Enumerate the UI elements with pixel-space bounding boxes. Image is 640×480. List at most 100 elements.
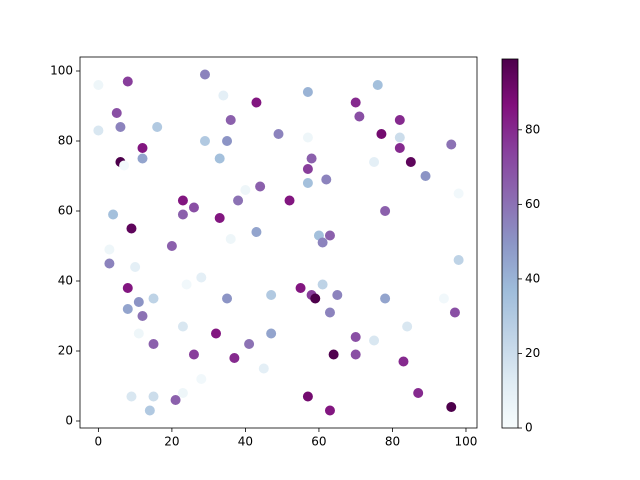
- point: [137, 143, 148, 153]
- point: [188, 202, 199, 213]
- point: [273, 129, 284, 139]
- point: [380, 206, 391, 216]
- point: [177, 195, 188, 206]
- point: [394, 115, 405, 125]
- point: [122, 76, 133, 87]
- point: [398, 356, 409, 367]
- point: [225, 234, 236, 244]
- point: [332, 290, 343, 300]
- x-tick-label: 40: [238, 435, 253, 449]
- point: [199, 136, 210, 146]
- point: [328, 349, 339, 360]
- point: [266, 290, 277, 300]
- point: [376, 129, 387, 139]
- point: [354, 111, 365, 122]
- point: [133, 297, 144, 307]
- y-tick-label: 0: [65, 414, 73, 428]
- point: [148, 391, 159, 402]
- point: [420, 171, 431, 181]
- point: [108, 209, 119, 220]
- point: [233, 195, 244, 206]
- point: [350, 349, 361, 360]
- point: [93, 80, 104, 90]
- point: [104, 258, 115, 269]
- point: [137, 311, 148, 321]
- point: [181, 279, 192, 290]
- point: [446, 139, 457, 150]
- colorbar-tick-label: 20: [525, 346, 540, 360]
- point: [130, 262, 141, 272]
- point: [218, 90, 229, 101]
- point: [148, 293, 159, 304]
- point: [170, 395, 181, 405]
- point: [324, 405, 335, 416]
- point: [211, 328, 222, 339]
- y-tick-label: 40: [58, 274, 73, 288]
- x-tick-label: 60: [311, 435, 326, 449]
- y-tick-label: 100: [50, 64, 73, 78]
- y-tick-label: 80: [58, 134, 73, 148]
- point: [199, 69, 210, 80]
- point: [126, 223, 137, 234]
- colorbar-tick-label: 60: [525, 197, 540, 211]
- point: [453, 188, 464, 199]
- point: [214, 153, 225, 164]
- x-tick-label: 80: [385, 435, 400, 449]
- point: [317, 279, 328, 290]
- point: [306, 153, 317, 164]
- colorbar: [502, 59, 518, 428]
- point: [122, 304, 133, 314]
- point: [284, 195, 295, 206]
- point: [302, 164, 313, 174]
- point: [148, 339, 159, 349]
- x-tick-label: 0: [95, 435, 103, 449]
- point: [394, 132, 405, 143]
- point: [369, 335, 380, 346]
- point: [449, 307, 460, 318]
- point: [251, 227, 262, 237]
- point: [324, 230, 335, 241]
- point: [144, 405, 155, 416]
- point: [350, 97, 361, 108]
- point: [394, 143, 405, 153]
- point: [133, 328, 144, 339]
- point: [119, 160, 130, 171]
- x-tick-label: 100: [455, 435, 478, 449]
- point: [302, 391, 313, 402]
- point: [137, 153, 148, 164]
- point: [380, 293, 391, 304]
- point: [350, 332, 361, 342]
- colorbar-tick-label: 40: [525, 271, 540, 285]
- point: [372, 80, 383, 90]
- point: [115, 122, 126, 132]
- point: [222, 136, 233, 146]
- point: [166, 241, 177, 251]
- point: [93, 125, 104, 136]
- point: [244, 339, 255, 349]
- y-tick-label: 60: [58, 204, 73, 218]
- point: [258, 363, 269, 374]
- colorbar-tick-label: 80: [525, 122, 540, 136]
- point: [453, 255, 464, 265]
- point: [122, 283, 133, 293]
- point: [302, 87, 313, 97]
- point: [240, 185, 251, 195]
- point: [196, 272, 207, 283]
- point: [126, 391, 137, 402]
- point: [402, 321, 413, 332]
- point: [310, 293, 321, 304]
- point: [177, 321, 188, 332]
- point: [405, 157, 416, 167]
- x-tick-label: 20: [164, 435, 179, 449]
- point: [302, 132, 313, 143]
- point: [317, 237, 328, 248]
- axes-frame: [79, 56, 478, 429]
- point: [177, 209, 188, 220]
- point: [413, 388, 424, 398]
- point: [324, 307, 335, 318]
- point: [177, 388, 188, 398]
- point: [222, 293, 233, 304]
- point: [438, 293, 449, 304]
- point: [214, 213, 225, 223]
